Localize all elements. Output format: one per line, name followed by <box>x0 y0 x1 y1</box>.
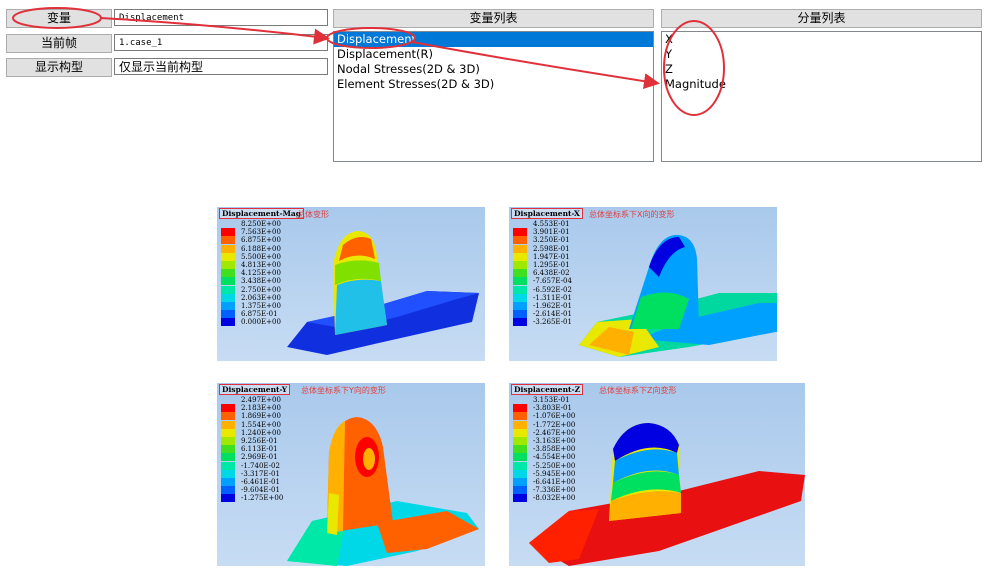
component-list-header[interactable]: 分量列表 <box>661 9 982 28</box>
legend-value: 3.438E+00 <box>241 277 281 286</box>
legend-value: -3.317E-01 <box>241 469 280 478</box>
legend-value: 6.875E-01 <box>241 310 278 319</box>
variable-tag: Displacement-Y <box>219 384 291 395</box>
contour-panel-magnitude: Displacement-Mag 总体变形 8.250E+00 7.563E+0… <box>217 207 485 361</box>
panel-note: 总体坐标系下Y向的变形 <box>301 386 386 395</box>
legend-value: 6.438E-02 <box>533 269 570 278</box>
color-legend: 2.497E+00 2.183E+00 1.869E+00 1.554E+00 … <box>221 396 284 503</box>
display-config-button[interactable]: 显示构型 <box>6 58 112 77</box>
legend-value: 3.250E-01 <box>533 236 570 245</box>
variable-field[interactable]: Displacement <box>114 9 328 26</box>
legend-value: -3.265E-01 <box>533 318 572 327</box>
legend-value: -6.641E+00 <box>533 477 576 486</box>
legend-value: -2.467E+00 <box>533 428 576 437</box>
legend-value: 2.750E+00 <box>241 285 281 294</box>
legend-value: -5.945E+00 <box>533 469 576 478</box>
legend-value: 2.969E-01 <box>241 453 278 462</box>
current-frame-button[interactable]: 当前帧 <box>6 34 112 53</box>
model-render <box>579 234 777 357</box>
model-render <box>529 423 805 566</box>
legend-value: -6.592E-02 <box>533 285 572 294</box>
legend-value: -3.163E+00 <box>533 437 576 446</box>
legend-value: -3.803E-01 <box>533 404 572 413</box>
legend-value: -7.657E-04 <box>533 277 572 286</box>
color-legend: 3.153E-01 -3.803E-01 -1.076E+00 -1.772E+… <box>513 396 576 503</box>
legend-value: 4.553E-01 <box>533 220 570 229</box>
panel-note: 总体变形 <box>297 210 329 219</box>
legend-value: -7.336E+00 <box>533 486 576 495</box>
legend-value: -2.614E-01 <box>533 310 572 319</box>
legend-value: -1.772E+00 <box>533 420 576 429</box>
contour-panel-x: Displacement-X 总体坐标系下X向的变形 4.553E-01 3.9… <box>509 207 777 361</box>
legend-value: 2.063E+00 <box>241 293 281 302</box>
variable-tag: Displacement-Z <box>511 384 584 395</box>
contour-panel-z: Displacement-Z 总体坐标系下Z向变形 3.153E-01 -3.8… <box>509 383 805 566</box>
legend-value: -1.076E+00 <box>533 412 576 421</box>
variable-list-item[interactable]: Nodal Stresses(2D & 3D) <box>337 62 480 76</box>
legend-value: 1.375E+00 <box>241 301 281 310</box>
color-legend: 8.250E+00 7.563E+00 6.875E+00 6.188E+00 … <box>221 220 281 327</box>
variable-list-header[interactable]: 变量列表 <box>333 9 654 28</box>
model-render <box>287 417 479 566</box>
model-render <box>287 231 479 355</box>
contour-panel-y: Displacement-Y 总体坐标系下Y向的变形 2.497E+00 2.1… <box>217 383 485 566</box>
legend-value: 1.554E+00 <box>241 420 281 429</box>
component-list[interactable]: X Y Z Magnitude <box>661 31 982 162</box>
display-config-field[interactable]: 仅显示当前构型 <box>114 58 328 75</box>
variable-list-item[interactable]: Element Stresses(2D & 3D) <box>337 77 495 91</box>
legend-value: -3.858E+00 <box>533 445 576 454</box>
legend-value: 4.125E+00 <box>241 269 281 278</box>
legend-value: 6.875E+00 <box>241 236 281 245</box>
legend-value: 1.947E-01 <box>533 252 570 261</box>
legend-value: 7.563E+00 <box>241 228 281 237</box>
variable-tag: Displacement-Mag <box>219 208 305 219</box>
legend-value: 1.295E-01 <box>533 261 570 270</box>
legend-value: -1.962E-01 <box>533 301 572 310</box>
legend-value: 2.497E+00 <box>241 396 281 405</box>
legend-value: -6.461E-01 <box>241 477 280 486</box>
legend-value: 4.813E+00 <box>241 261 281 270</box>
legend-value: -1.311E-01 <box>533 293 572 302</box>
legend-value: 3.901E-01 <box>533 228 570 237</box>
legend-value: 6.188E+00 <box>241 244 281 253</box>
legend-value: 8.250E+00 <box>241 220 281 229</box>
legend-value: -1.275E+00 <box>241 494 284 503</box>
variable-list-item[interactable]: Displacement <box>334 32 653 47</box>
legend-value: 6.113E-01 <box>241 445 278 454</box>
legend-value: -4.554E+00 <box>533 453 576 462</box>
variable-tag: Displacement-X <box>511 208 583 219</box>
legend-value: 5.500E+00 <box>241 252 281 261</box>
variable-button[interactable]: 变量 <box>6 9 112 28</box>
legend-value: 1.240E+00 <box>241 428 281 437</box>
current-frame-field[interactable]: 1.case_1 <box>114 34 328 51</box>
variable-list[interactable]: Displacement Displacement(R) Nodal Stres… <box>333 31 654 162</box>
legend-value: -8.032E+00 <box>533 494 576 503</box>
component-list-item[interactable]: Z <box>665 62 673 76</box>
component-list-item[interactable]: X <box>665 32 673 46</box>
legend-value: 9.256E-01 <box>241 437 278 446</box>
component-list-item[interactable]: Y <box>665 47 673 61</box>
legend-value: -9.604E-01 <box>241 486 280 495</box>
legend-value: 2.183E+00 <box>241 404 281 413</box>
legend-value: 3.153E-01 <box>533 396 570 405</box>
color-legend: 4.553E-01 3.901E-01 3.250E-01 2.598E-01 … <box>513 220 572 327</box>
component-list-item[interactable]: Magnitude <box>665 77 726 91</box>
legend-value: 2.598E-01 <box>533 244 570 253</box>
legend-value: 0.000E+00 <box>241 318 281 327</box>
legend-value: 1.869E+00 <box>241 412 281 421</box>
panel-note: 总体坐标系下Z向变形 <box>599 386 677 395</box>
legend-value: -1.740E-02 <box>241 461 280 470</box>
variable-list-item[interactable]: Displacement(R) <box>337 47 434 61</box>
panel-note: 总体坐标系下X向的变形 <box>589 210 675 219</box>
legend-value: -5.250E+00 <box>533 461 576 470</box>
